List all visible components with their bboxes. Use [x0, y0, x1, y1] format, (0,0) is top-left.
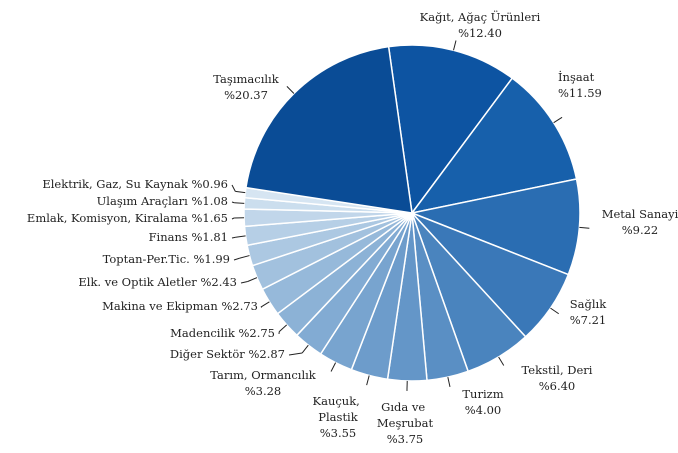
category-label: Kağıt, Ağaç Ürünleri: [420, 10, 541, 24]
leader-line: [301, 344, 309, 354]
value-label: %9.22: [622, 223, 659, 237]
category-label: Elk. ve Optik Aletler: [78, 275, 197, 289]
leader-line: [233, 257, 240, 261]
slice-label: Elk. ve Optik Aletler %2.43: [78, 275, 237, 289]
value-label: %1.99: [193, 252, 230, 266]
category-label: Taşımacılık: [213, 72, 279, 86]
value-label: %6.40: [539, 379, 576, 393]
leader-line: [550, 307, 560, 315]
category-label: Gıda ve Meşrubat: [377, 400, 434, 430]
category-line: Meşrubat: [377, 416, 434, 430]
leader-line: [453, 40, 457, 51]
leader-line: [235, 190, 246, 194]
leader-line: [240, 280, 248, 284]
category-label: Kauçuk, Plastik: [313, 394, 364, 424]
value-label: %2.87: [248, 347, 285, 361]
category-label: Tarım, Ormancılık: [210, 368, 317, 382]
pie-slice: [387, 44, 514, 215]
leader-line: [235, 235, 246, 238]
category-label: Toptan-Per.Tic.: [103, 252, 190, 266]
category-label: İnşaat: [558, 70, 595, 84]
value-label: %20.37: [224, 88, 268, 102]
slice-label: Toptan-Per.Tic. %1.99: [103, 252, 230, 266]
category-label: Sağlık: [570, 297, 607, 311]
slice-label: Makina ve Ekipman %2.73: [102, 299, 258, 313]
leader-line: [231, 217, 235, 220]
leader-line: [260, 301, 270, 308]
value-label: %12.40: [458, 26, 502, 40]
value-label: %4.00: [465, 403, 502, 417]
category-line: Plastik: [318, 410, 358, 424]
slice-label: Finans %1.81: [149, 230, 228, 244]
leader-line: [247, 277, 258, 282]
leader-line: [231, 236, 236, 239]
leader-line: [553, 116, 563, 124]
slice-label: Diğer Sektör %2.87: [170, 347, 285, 361]
leader-line: [498, 356, 505, 366]
value-label: %2.73: [221, 299, 258, 313]
slice-label: Emlak, Komisyon, Kiralama %1.65: [27, 211, 228, 225]
value-label: %2.75: [238, 326, 275, 340]
leader-line: [330, 362, 337, 372]
leader-line: [231, 184, 236, 192]
category-line: Gıda ve: [381, 400, 429, 414]
category-label: Makina ve Ekipman: [102, 299, 218, 313]
slice-label: Elektrik, Gaz, Su Kaynak %0.96: [42, 177, 228, 191]
pie-slice: [245, 45, 413, 214]
category-label: Elektrik, Gaz, Su Kaynak: [42, 177, 188, 191]
slice-label: Madencilik %2.75: [170, 326, 275, 340]
value-label: %0.96: [191, 177, 228, 191]
category-line: Kauçuk,: [313, 394, 364, 408]
category-label: Emlak, Komisyon, Kiralama: [27, 211, 188, 225]
leader-line: [239, 255, 250, 259]
value-label: %1.65: [191, 211, 228, 225]
leader-line: [447, 377, 451, 388]
value-label: %3.55: [320, 426, 357, 440]
category-label: Diğer Sektör: [170, 347, 245, 361]
value-label: %2.43: [200, 275, 237, 289]
leader-line: [278, 324, 288, 332]
value-label: %1.08: [191, 194, 228, 208]
category-label: Finans: [149, 230, 188, 244]
value-label: %11.59: [558, 86, 602, 100]
leader-line: [231, 201, 235, 204]
value-label: %3.75: [387, 432, 424, 446]
leader-line: [286, 86, 295, 94]
category-label: Tekstil, Deri: [522, 363, 593, 377]
leader-line: [366, 375, 370, 386]
value-label: %3.28: [245, 384, 282, 398]
category-label: Turizm: [462, 387, 503, 401]
value-label: %7.21: [570, 313, 607, 327]
category-label: Metal Sanayi: [602, 207, 678, 221]
leader-line: [579, 226, 590, 229]
leader-line: [234, 202, 245, 204]
leader-line: [288, 352, 303, 356]
value-label: %1.81: [191, 230, 228, 244]
category-label: Ulaşım Araçları: [97, 194, 188, 208]
category-label: Madencilik: [170, 326, 236, 340]
slice-label: Ulaşım Araçları %1.08: [97, 194, 228, 208]
